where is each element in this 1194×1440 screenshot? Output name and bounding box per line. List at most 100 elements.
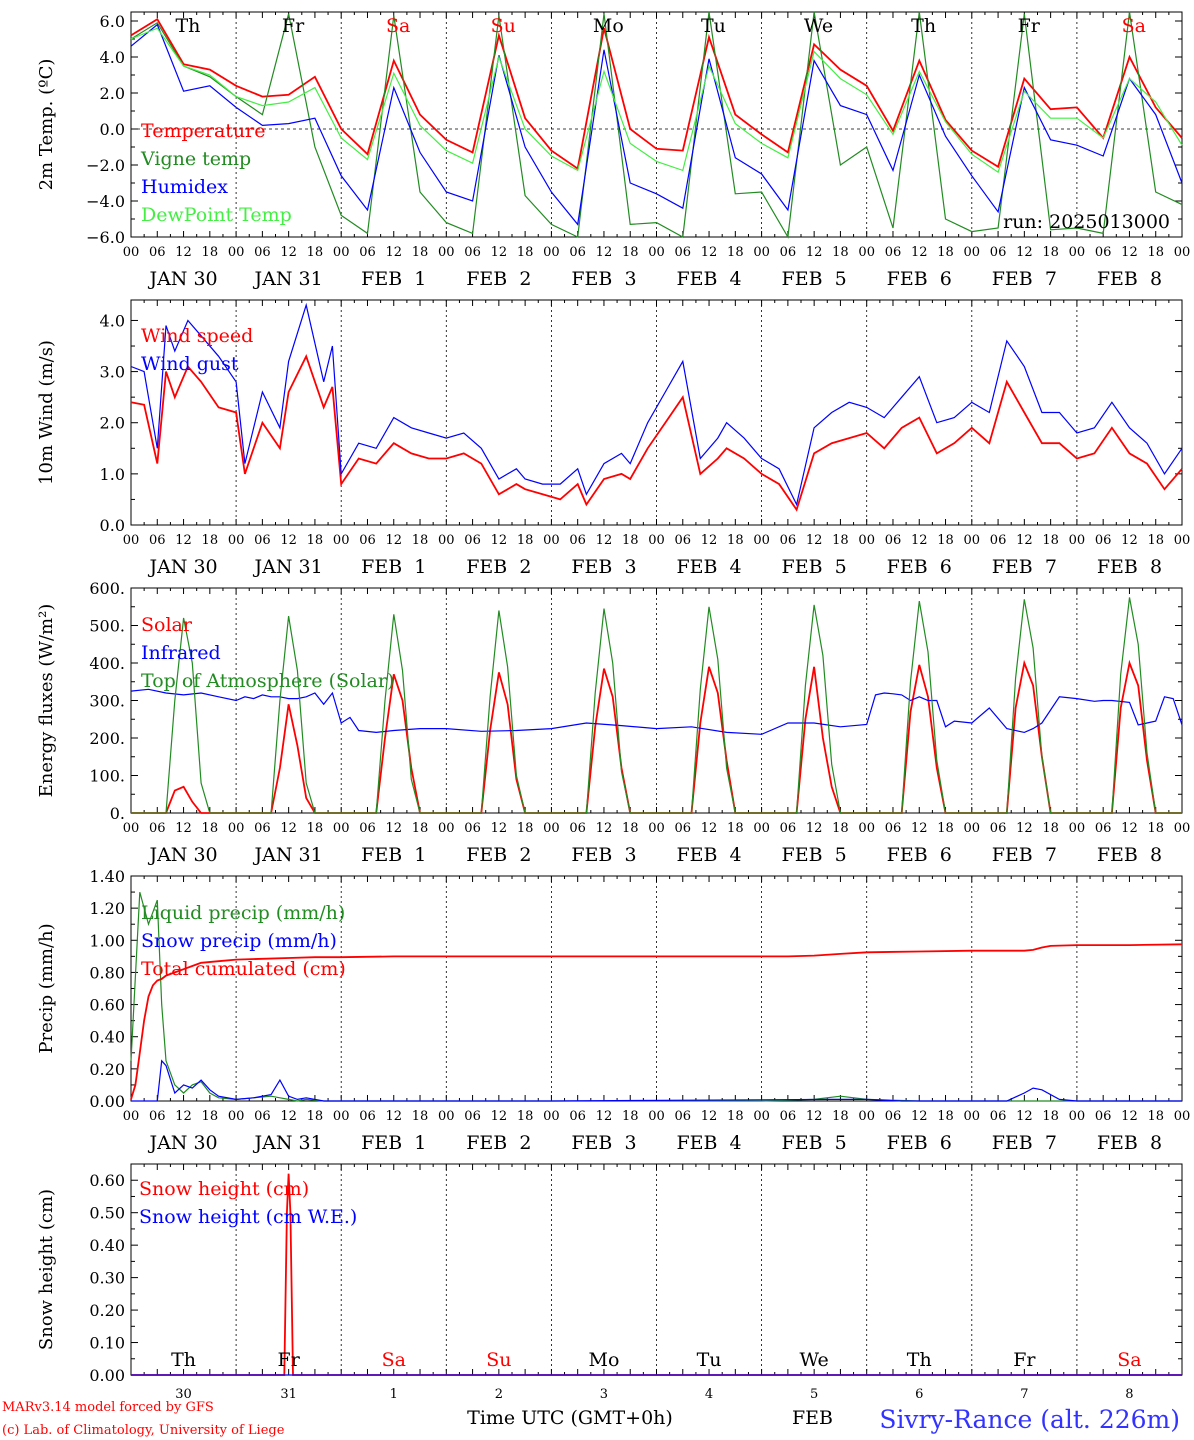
y-tick-label: 0.30 xyxy=(89,1269,125,1288)
y-tick-label: 0.50 xyxy=(89,1204,125,1223)
hour-label: 06 xyxy=(885,821,902,836)
hour-label: 12 xyxy=(280,821,297,836)
weekday-label: Su xyxy=(486,1349,511,1371)
weekday-label: Mo xyxy=(593,15,624,37)
y-axis-label: 2m Temp. (ºC) xyxy=(36,59,57,191)
hour-label: 06 xyxy=(675,1109,692,1124)
date-label: FEB 5 xyxy=(782,556,847,578)
hour-label: 12 xyxy=(1016,1109,1033,1124)
hour-label: 12 xyxy=(806,821,823,836)
hour-label: 00 xyxy=(1069,245,1086,260)
hour-label: 06 xyxy=(464,1109,481,1124)
hour-label: 12 xyxy=(911,821,928,836)
y-tick-label: 6.0 xyxy=(100,12,125,31)
hour-label: 12 xyxy=(175,821,192,836)
hour-label: 00 xyxy=(858,1109,875,1124)
date-label: FEB 1 xyxy=(361,556,426,578)
hour-label: 18 xyxy=(202,245,219,260)
date-label: FEB 8 xyxy=(1097,1132,1162,1154)
legend-entry: Snow precip (mm/h) xyxy=(141,930,337,952)
legend-entry: Infrared xyxy=(141,642,221,664)
hour-label: 18 xyxy=(517,821,534,836)
hour-label: 12 xyxy=(175,533,192,548)
hour-label: 06 xyxy=(780,245,797,260)
hour-label: 12 xyxy=(491,533,508,548)
date-label: FEB 8 xyxy=(1097,844,1162,866)
date-label: FEB 2 xyxy=(466,844,531,866)
series-line-vigne-temp xyxy=(130,11,1183,239)
series-line-top-of-atmosphere-solar- xyxy=(131,597,1182,814)
hour-label: 18 xyxy=(1147,533,1164,548)
hour-label: 18 xyxy=(937,245,954,260)
date-label: JAN 30 xyxy=(147,268,217,290)
date-label: FEB 1 xyxy=(361,844,426,866)
date-label: FEB 7 xyxy=(992,844,1057,866)
legend-entry: Top of Atmosphere (Solar) xyxy=(141,670,394,692)
hour-label: 00 xyxy=(228,533,245,548)
date-label: FEB 1 xyxy=(361,1132,426,1154)
hour-label: 12 xyxy=(701,245,718,260)
legend-entry: Snow height (cm) xyxy=(139,1178,309,1200)
weekday-label: Sa xyxy=(386,15,410,37)
y-tick-label: 0.40 xyxy=(89,1236,125,1255)
weekday-label: Sa xyxy=(1122,15,1146,37)
hour-label: 00 xyxy=(964,533,981,548)
hour-label: 18 xyxy=(832,245,849,260)
date-label: FEB 3 xyxy=(571,1132,636,1154)
y-tick-label: 0.0 xyxy=(100,516,125,535)
hour-label: 00 xyxy=(333,245,350,260)
day-number: 7 xyxy=(1020,1387,1028,1402)
date-label: JAN 30 xyxy=(147,844,217,866)
hour-label: 12 xyxy=(175,245,192,260)
hour-label: 00 xyxy=(648,533,665,548)
y-axis-label: Energy fluxes (W/m²) xyxy=(36,604,57,798)
date-label: FEB 2 xyxy=(466,268,531,290)
hour-label: 06 xyxy=(149,245,166,260)
series-line-wind-gust xyxy=(130,302,1183,507)
y-tick-label: −4.0 xyxy=(86,192,125,211)
weekday-label: Sa xyxy=(382,1349,406,1371)
hour-label: 12 xyxy=(911,533,928,548)
y-tick-label: 500. xyxy=(89,617,125,636)
day-number: 8 xyxy=(1125,1387,1133,1402)
legend-entry: Humidex xyxy=(141,176,228,198)
y-tick-label: 0.0 xyxy=(100,120,125,139)
hour-label: 18 xyxy=(1147,1109,1164,1124)
hour-label: 00 xyxy=(438,1109,455,1124)
date-label: JAN 31 xyxy=(253,268,323,290)
date-label: FEB 5 xyxy=(782,844,847,866)
hour-label: 18 xyxy=(202,1109,219,1124)
hour-label: 06 xyxy=(1095,1109,1112,1124)
series-line-temperature xyxy=(130,17,1183,171)
hour-label: 18 xyxy=(727,1109,744,1124)
hour-label: 18 xyxy=(832,1109,849,1124)
panel-5: 0.60 0.50 0.40 0.30 0.20 0.10 0.00 Snow height … xyxy=(36,1163,1183,1402)
hour-label: 00 xyxy=(1069,533,1086,548)
hour-label: 06 xyxy=(990,1109,1007,1124)
x-axis-title: Time UTC (GMT+0h) xyxy=(467,1407,673,1429)
day-number: 6 xyxy=(915,1387,923,1402)
hour-label: 12 xyxy=(701,1109,718,1124)
y-tick-label: 1.20 xyxy=(89,899,125,918)
hour-label: 00 xyxy=(858,245,875,260)
hour-label: 06 xyxy=(990,821,1007,836)
hour-label: 06 xyxy=(254,1109,271,1124)
weekday-label: Th xyxy=(175,15,200,37)
panel-3: 600. 500. 400. 300. 200. 100. 0. Energy fluxes … xyxy=(36,579,1190,866)
date-label: FEB 4 xyxy=(676,268,741,290)
legend-entry: Vigne temp xyxy=(140,148,251,170)
hour-label: 12 xyxy=(491,1109,508,1124)
station-name: Sivry-Rance (alt. 226m) xyxy=(879,1405,1180,1434)
hour-label: 00 xyxy=(333,1109,350,1124)
date-label: FEB 6 xyxy=(887,268,952,290)
hour-label: 06 xyxy=(149,1109,166,1124)
weekday-label: Th xyxy=(907,1349,932,1371)
hour-label: 06 xyxy=(149,533,166,548)
hour-label: 06 xyxy=(675,821,692,836)
hour-label: 18 xyxy=(622,245,639,260)
weekday-label: Fr xyxy=(1018,15,1041,37)
date-label: JAN 31 xyxy=(253,1132,323,1154)
hour-label: 06 xyxy=(990,245,1007,260)
hour-label: 12 xyxy=(806,533,823,548)
hour-label: 12 xyxy=(701,821,718,836)
